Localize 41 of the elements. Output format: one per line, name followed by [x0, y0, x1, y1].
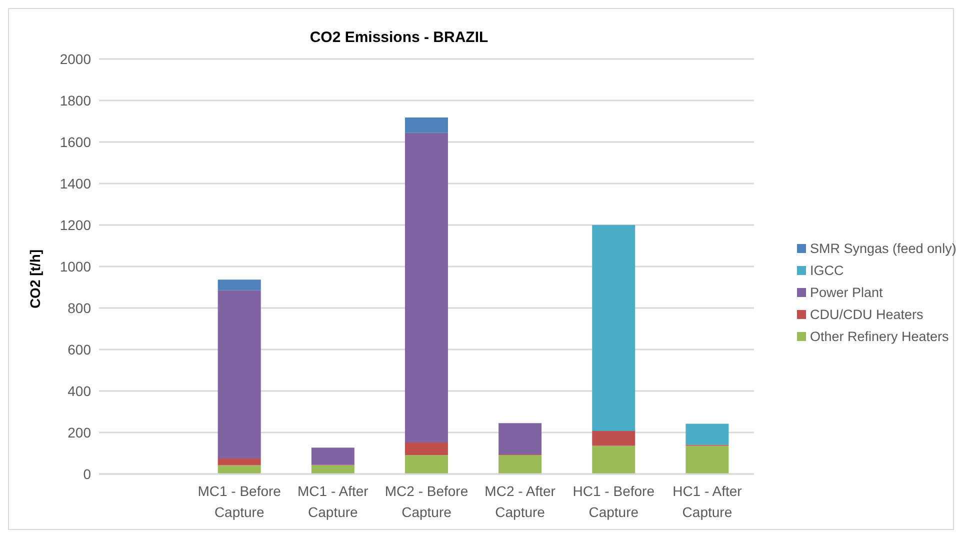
y-tick-label: 1400 [60, 175, 92, 192]
bar [218, 290, 261, 458]
bar [592, 431, 636, 446]
bar [218, 465, 261, 474]
bar [686, 446, 729, 474]
bar [311, 465, 354, 474]
x-tick-label: HC1 - After Capture [672, 483, 742, 520]
y-tick-label: 1600 [60, 134, 92, 150]
y-tick-label: 0 [83, 466, 92, 482]
y-tick-label: 400 [68, 382, 92, 399]
bar [404, 132, 448, 442]
legend-label: IGCC [809, 262, 845, 280]
bar [498, 423, 542, 454]
bar [592, 225, 636, 432]
legend-label: CDU/CDU Heaters [809, 306, 924, 324]
x-tick-label: MC1 - After Capture [298, 483, 369, 520]
x-tick-label: MC2 - Before Capture [384, 483, 468, 520]
y-tick-label: 1000 [60, 258, 92, 274]
chart-title: CO2 Emissions - BRAZIL [308, 29, 490, 46]
bar [592, 446, 636, 474]
bar [686, 424, 729, 445]
bar [218, 280, 261, 290]
x-tick-label: HC1 - Before Capture [572, 483, 655, 520]
y-tick-label: 2000 [60, 50, 92, 67]
x-tick-label: MC2 - After Capture [484, 483, 556, 520]
legend-label: SMR Syngas (feed only) [809, 240, 956, 258]
y-tick-label: 200 [68, 424, 92, 440]
y-tick-label: 1800 [60, 92, 92, 108]
bar [218, 458, 261, 466]
bar [311, 448, 354, 465]
legend-label: Other Refinery Heaters [809, 328, 950, 346]
bar [404, 118, 448, 133]
x-tick-label: MC1 - Before Capture [198, 483, 282, 520]
bar [404, 455, 448, 474]
y-tick-label: 800 [68, 300, 92, 316]
bar [404, 442, 448, 456]
y-tick-label: 600 [68, 341, 92, 358]
y-tick-label: 1200 [60, 216, 92, 233]
legend-label: Power Plant [809, 284, 884, 302]
bar [498, 455, 542, 474]
y-axis-title: CO2 [t/h] [27, 249, 43, 309]
